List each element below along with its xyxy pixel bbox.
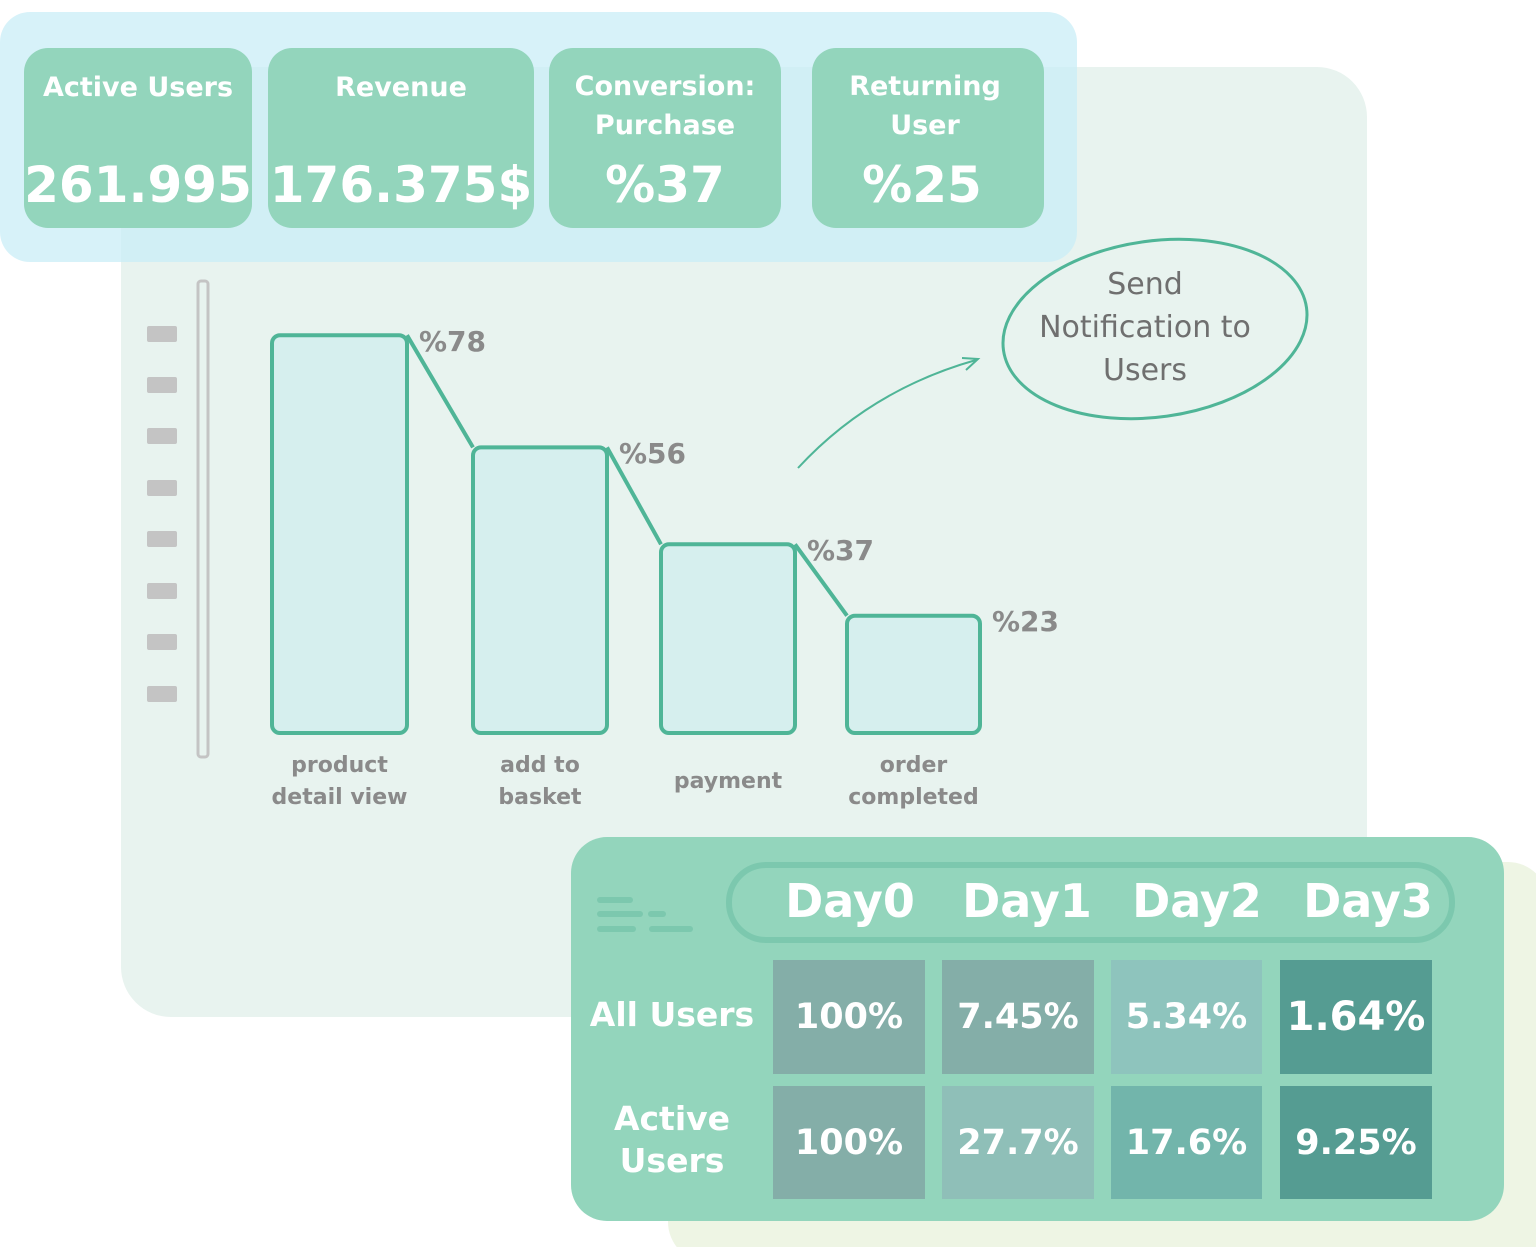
annotation: Send Notification to Users: [1039, 266, 1251, 388]
category-label: product detail view: [271, 753, 408, 810]
cell: 100%: [794, 1122, 904, 1163]
row-label: Active Users: [613, 1099, 731, 1180]
category-label: payment: [673, 769, 783, 794]
header-pill: [726, 862, 1455, 943]
connector: [605, 446, 663, 546]
cell-bg: [1280, 960, 1432, 1074]
value-label: %56: [619, 436, 687, 470]
value-label: %37: [807, 533, 875, 567]
cell-bg: [773, 1086, 925, 1199]
cell: 5.34%: [1125, 997, 1248, 1037]
column-header: Day3: [1303, 874, 1433, 928]
kpi-value: 261.995: [24, 156, 252, 214]
cell-bg: [942, 1086, 1094, 1199]
row-label: All Users: [589, 995, 755, 1034]
column-header: Day1: [962, 874, 1092, 928]
kpi-card: [268, 48, 534, 228]
kpi-value: %25: [862, 156, 982, 214]
category-label: add to basket: [498, 753, 582, 810]
bar: [659, 542, 797, 735]
kpi-value: %37: [605, 156, 725, 214]
value-label: %78: [419, 324, 487, 358]
cell: 27.7%: [957, 1122, 1079, 1163]
cell-bg: [942, 960, 1094, 1074]
list-icon: [597, 897, 693, 932]
axis-placeholders: [147, 326, 177, 702]
kpi-card: [812, 48, 1044, 228]
bar: [845, 613, 982, 736]
kpi-label: Returning User: [849, 71, 1001, 141]
cell: 17.6%: [1125, 1122, 1248, 1163]
scrollbar: [196, 279, 210, 759]
value-label: %23: [992, 605, 1060, 639]
cell-group: [773, 960, 1432, 1199]
column-header: Day0: [785, 874, 915, 928]
cell: 1.64%: [1286, 994, 1426, 1040]
bar: [270, 333, 409, 735]
connector: [405, 334, 475, 449]
bar: [471, 445, 609, 735]
cell: 7.45%: [957, 997, 1079, 1037]
column-header: Day2: [1132, 874, 1262, 928]
kpi-card: [549, 48, 781, 228]
chart-panel: [121, 67, 1367, 1017]
annotation-arrow: [797, 359, 977, 469]
cell-bg: [1111, 1086, 1262, 1199]
kpi-card: [24, 48, 252, 228]
cell-bg: [773, 960, 925, 1074]
annotation-ellipse: [1001, 237, 1309, 421]
cell: 100%: [794, 997, 904, 1037]
kpi-label: Active Users: [42, 71, 234, 103]
category-label: order completed: [848, 753, 979, 810]
cell: 9.25%: [1295, 1122, 1417, 1163]
kpi-value: 176.375$: [269, 156, 533, 214]
kpi-label: Revenue: [335, 71, 467, 103]
arrow-head: [961, 357, 981, 371]
kpi-label: Conversion: Purchase: [574, 71, 756, 141]
cell-bg: [1280, 1086, 1432, 1199]
connector: [793, 543, 849, 617]
funnel-chart: [270, 333, 982, 736]
cell-bg: [1111, 960, 1262, 1074]
